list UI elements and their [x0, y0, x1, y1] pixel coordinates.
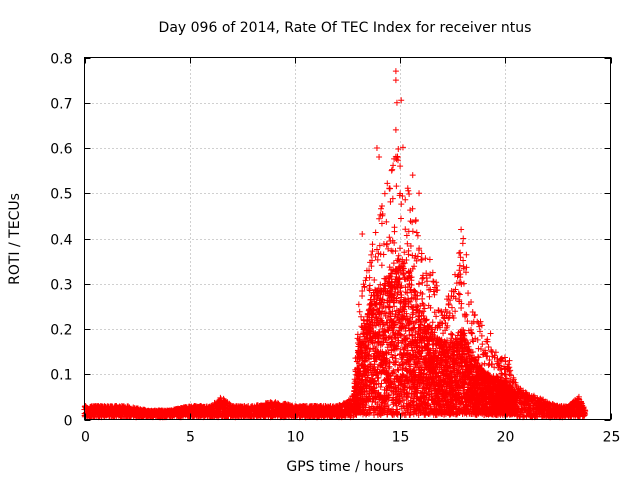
data-point: [418, 256, 425, 263]
data-point: [378, 205, 385, 212]
data-point: [396, 245, 403, 252]
data-point: [383, 240, 390, 247]
data-point: [381, 190, 388, 197]
data-point: [465, 290, 472, 297]
data-point: [433, 313, 440, 320]
data-point: [469, 336, 476, 343]
data-point: [397, 215, 404, 222]
data-point: [448, 330, 455, 337]
data-point: [398, 201, 405, 208]
data-point: [449, 304, 456, 311]
data-point: [380, 251, 387, 258]
data-point: [393, 183, 400, 190]
data-point: [355, 301, 362, 308]
data-point: [386, 309, 393, 316]
data-point: [406, 190, 413, 197]
data-point: [415, 280, 422, 287]
data-point: [469, 330, 476, 337]
data-point: [395, 256, 402, 263]
data-points: [81, 68, 589, 421]
data-point: [426, 256, 433, 263]
data-point: [378, 220, 385, 227]
data-point: [395, 145, 402, 152]
data-point: [430, 278, 437, 285]
data-point: [429, 319, 436, 326]
data-point: [392, 247, 399, 254]
data-point: [463, 264, 470, 271]
data-point: [449, 331, 456, 338]
data-point: [402, 196, 409, 203]
data-point: [390, 162, 397, 169]
data-point: [409, 228, 416, 235]
data-point: [420, 301, 427, 308]
data-point: [369, 241, 376, 248]
data-point: [378, 262, 385, 269]
data-point: [391, 228, 398, 235]
data-point: [418, 250, 425, 257]
data-point: [413, 229, 420, 236]
grid-lines: [84, 57, 611, 420]
data-point: [446, 310, 453, 317]
data-point: [411, 263, 418, 270]
data-point: [456, 262, 463, 269]
data-point: [399, 144, 406, 151]
data-point: [447, 297, 454, 304]
data-point: [463, 251, 470, 258]
data-point: [366, 282, 373, 289]
data-point: [456, 291, 463, 298]
data-point: [383, 218, 390, 225]
data-point: [407, 218, 414, 225]
data-point: [456, 250, 463, 257]
data-point: [414, 232, 421, 239]
data-point: [386, 234, 393, 241]
data-point: [358, 313, 365, 320]
data-point: [356, 308, 363, 315]
data-point: [359, 293, 366, 300]
data-point: [372, 229, 379, 236]
data-point: [376, 215, 383, 222]
data-point: [378, 203, 385, 210]
